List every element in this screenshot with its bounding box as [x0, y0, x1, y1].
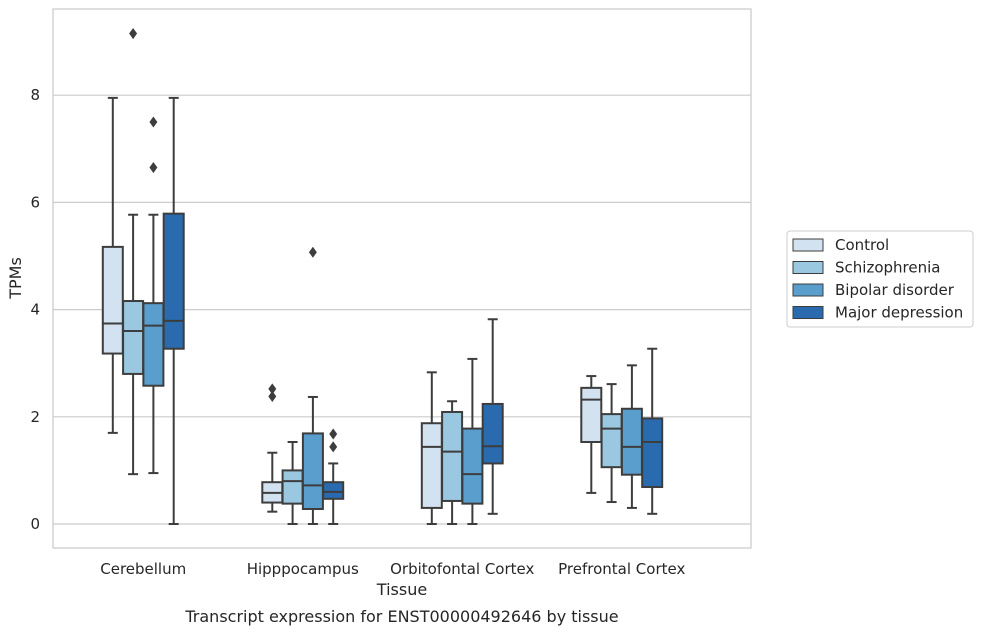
box-body [281, 469, 304, 505]
y-tick-label: 2 [30, 408, 40, 426]
box-body [420, 422, 443, 509]
box-group [461, 357, 484, 525]
outlier-point [268, 390, 277, 402]
box-body [301, 432, 324, 510]
legend-swatch [792, 261, 824, 274]
outlier-point [329, 441, 338, 453]
legend-label: Schizophrenia [835, 259, 940, 277]
box-body [580, 386, 603, 443]
outlier-point [149, 116, 158, 128]
x-tick-label: Hipppocampus [247, 560, 359, 578]
box-body [641, 417, 664, 489]
box-group [122, 28, 145, 476]
box-group [101, 96, 124, 434]
y-tick-label: 0 [30, 515, 40, 533]
chart-caption: Transcript expression for ENST0000049264… [184, 607, 618, 626]
y-axis-label: TPMs [6, 257, 25, 300]
outlier-point [129, 28, 138, 40]
outlier-point [308, 246, 317, 258]
legend-label: Control [835, 236, 889, 254]
box-body [322, 481, 345, 500]
box-group [420, 371, 443, 525]
box-group [281, 440, 304, 525]
box-body [620, 407, 643, 476]
y-tick-label: 4 [30, 301, 40, 319]
y-tick-label: 6 [30, 193, 40, 211]
box-group [162, 96, 185, 525]
outlier-point [149, 162, 158, 174]
legend-label: Major depression [835, 304, 963, 322]
y-axis-ticks: 0 2 4 6 8 [30, 86, 40, 533]
x-axis-ticks: Cerebellum Hipppocampus Orbitofontal Corte… [100, 560, 685, 578]
box-group [641, 347, 664, 515]
box-body [122, 300, 145, 375]
box-group [481, 318, 504, 515]
legend: Control Schizophrenia Bipolar disorder Majo… [786, 230, 974, 328]
legend-label: Bipolar disorder [835, 281, 955, 299]
x-tick-label: Cerebellum [100, 560, 186, 578]
x-axis-label: Tissue [376, 580, 427, 599]
box-body [481, 402, 504, 465]
box-body [461, 427, 484, 505]
box-series [101, 28, 664, 525]
box-group [580, 375, 603, 494]
y-tick-label: 8 [30, 86, 40, 104]
plot-frame [52, 8, 752, 549]
outlier-point [329, 428, 338, 440]
x-tick-label: Orbitofontal Cortex [390, 560, 534, 578]
legend-swatch [792, 238, 824, 252]
legend-frame [786, 230, 974, 328]
box-body [600, 413, 623, 469]
box-group [322, 428, 345, 525]
x-tick-label: Prefrontal Cortex [558, 560, 685, 578]
box-group [600, 383, 623, 504]
legend-swatch [792, 306, 824, 319]
legend-swatch [792, 283, 824, 297]
box-body [162, 212, 185, 350]
box-body [441, 410, 464, 502]
box-body [142, 302, 165, 387]
outlier-point [268, 383, 277, 395]
box-body [101, 245, 124, 355]
box-group [301, 246, 324, 525]
